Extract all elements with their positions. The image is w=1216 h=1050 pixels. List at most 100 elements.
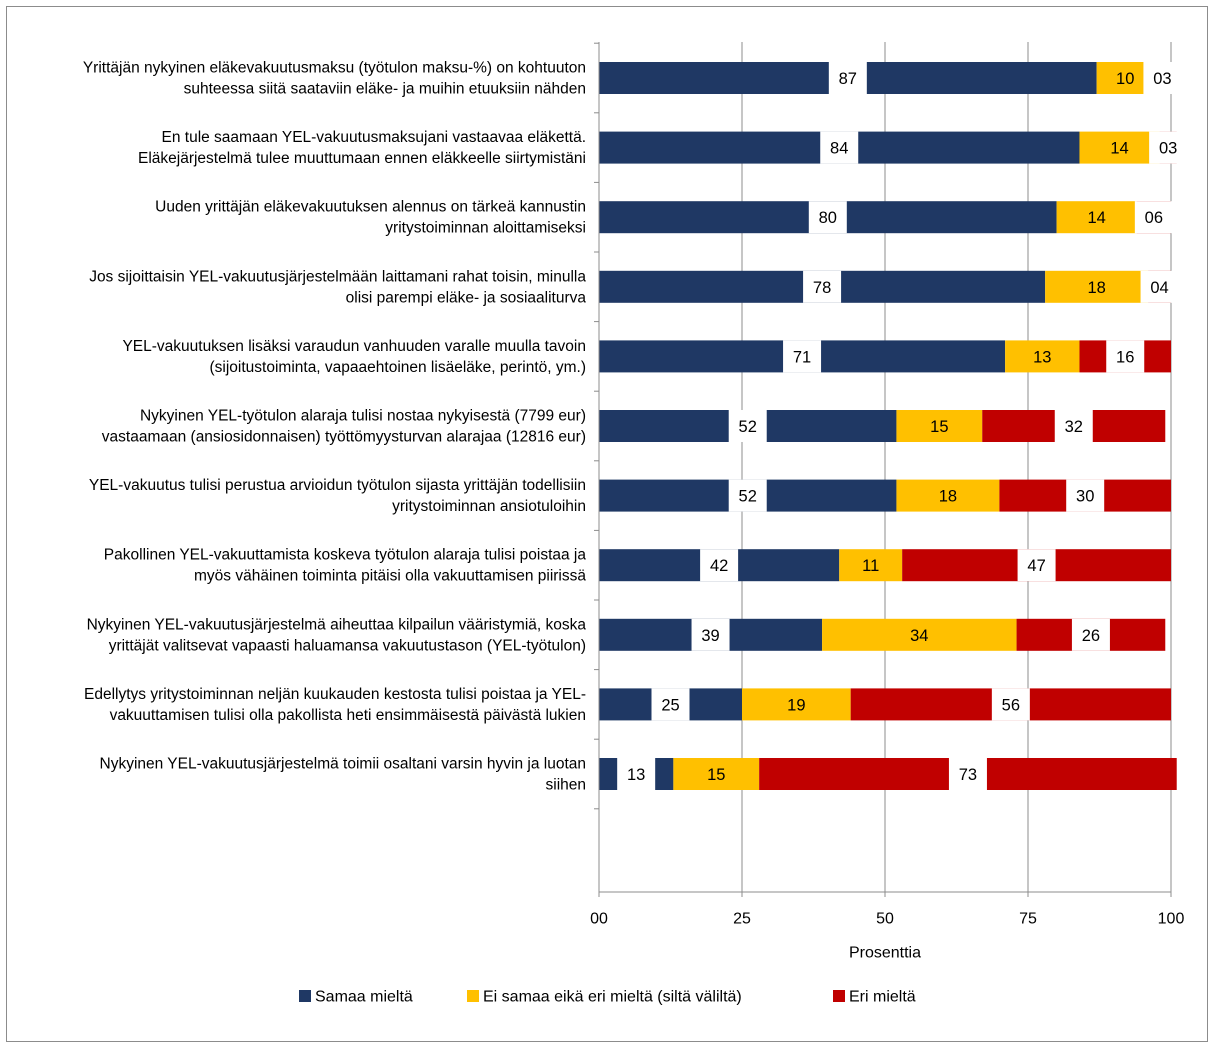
data-label: 84 (830, 140, 848, 158)
data-label-bg (1066, 479, 1105, 512)
data-label-bg (991, 688, 1030, 721)
data-label: 52 (739, 418, 757, 436)
x-axis-title: Prosenttia (849, 945, 921, 962)
category-label: yritystoiminnan aloittamiseksi (385, 220, 586, 237)
data-label: 39 (701, 627, 719, 645)
data-label: 52 (739, 488, 757, 506)
data-label: 03 (1153, 70, 1171, 88)
data-label: 14 (1087, 209, 1105, 227)
legend-swatch (833, 990, 845, 1002)
data-label: 73 (959, 766, 977, 784)
category-label: siihen (546, 777, 587, 794)
chart-frame: 87 10 03 84 14 03 80 14 06 78 18 04 71 13 16 52 15 32 52 18… (6, 6, 1208, 1042)
gridlines (741, 42, 1172, 892)
x-tick-label: 50 (876, 911, 894, 928)
category-label: Nykyinen YEL-vakuutusjärjestelmä aiheutt… (87, 616, 587, 633)
data-label: 19 (787, 696, 805, 714)
data-label-bg (948, 758, 987, 790)
data-label: 26 (1082, 627, 1100, 645)
category-label: vastaamaan (ansiosidonnaisen) työttömyys… (102, 429, 586, 446)
x-tick-label: 25 (733, 911, 751, 928)
category-labels: Yrittäjän nykyinen eläkevakuutusmaksu (t… (83, 60, 587, 794)
data-label: 32 (1065, 418, 1083, 436)
data-label: 87 (839, 70, 857, 88)
data-label: 06 (1145, 209, 1163, 227)
data-labels: 87 10 03 84 14 03 80 14 06 78 18 04 71 13 16 52 15 32 52 18… (617, 62, 1188, 790)
data-label: 15 (930, 418, 948, 436)
bar-ei-samaa-eika-eri (896, 410, 983, 442)
legend-swatch (299, 990, 311, 1002)
category-label: Edellytys yritystoiminnan neljän kuukaud… (84, 686, 586, 703)
data-label: 15 (707, 766, 725, 784)
bar-ei-samaa-eika-eri (1056, 201, 1137, 234)
data-label-bg (803, 270, 842, 303)
category-label: Nykyinen YEL-vakuutusjärjestelmä toimii … (100, 756, 586, 773)
x-tick-label: 00 (590, 911, 608, 928)
data-label: 10 (1116, 70, 1134, 88)
category-label: Pakollinen YEL-vakuuttamista koskeva työ… (104, 547, 587, 564)
data-label-bg (1149, 131, 1188, 164)
bar-ei-samaa-eika-eri (839, 549, 903, 582)
data-label-bg (828, 62, 867, 94)
legend-label: Eri mieltä (849, 989, 916, 1006)
data-label: 04 (1150, 279, 1168, 297)
stacked-bar-chart: 87 10 03 84 14 03 80 14 06 78 18 04 71 13 16 52 15 32 52 18… (83, 42, 1188, 1006)
category-label: Jos sijoittaisin YEL-vakuutusjärjestelmä… (89, 268, 586, 285)
axes: 00 25 50 75 100 Prosenttia (590, 42, 1184, 962)
category-label: yrittäjät valitsevat vapaasti haluamansa… (109, 637, 586, 654)
data-label-bg (1017, 549, 1056, 582)
data-label-bg (1134, 201, 1173, 234)
category-label: suhteessa siitä saataviin eläke- ja muih… (184, 81, 586, 98)
data-label-bg (1143, 62, 1182, 94)
bar-ei-samaa-eika-eri (673, 758, 760, 790)
legend-label: Samaa mieltä (315, 989, 413, 1006)
bar-ei-samaa-eika-eri (1005, 340, 1080, 373)
bar-ei-samaa-eika-eri (742, 688, 851, 721)
category-label: En tule saamaan YEL-vakuutusmaksujani va… (162, 129, 587, 146)
data-label-bg (783, 340, 822, 373)
data-label: 78 (813, 279, 831, 297)
data-label-bg (700, 549, 739, 582)
data-label-bg (617, 758, 656, 790)
category-label: Yrittäjän nykyinen eläkevakuutusmaksu (t… (83, 60, 586, 77)
bar-ei-samaa-eika-eri (896, 479, 1000, 512)
legend-label: Ei samaa eikä eri mieltä (siltä väliltä) (483, 989, 742, 1006)
data-label-bg (808, 201, 847, 234)
data-label-bg (1140, 270, 1179, 303)
category-label: YEL-vakuutus tulisi perustua arvioidun t… (89, 477, 586, 494)
bar-ei-samaa-eika-eri (1079, 131, 1160, 164)
category-label: vakuuttamisen tulisi olla pakollista het… (110, 707, 586, 724)
category-label: (sijoitustoiminta, vapaaehtoinen lisäelä… (210, 359, 587, 376)
data-label-bg (651, 688, 690, 721)
data-label: 18 (939, 488, 957, 506)
data-label: 25 (661, 696, 679, 714)
data-label-bg (1106, 340, 1145, 373)
data-label: 13 (627, 766, 645, 784)
data-label-bg (728, 479, 767, 512)
data-label: 03 (1159, 140, 1177, 158)
data-label: 16 (1116, 348, 1134, 366)
data-label: 80 (819, 209, 837, 227)
category-label: myös vähäinen toiminta pitäisi olla vaku… (194, 568, 586, 585)
category-label: Eläkejärjestelmä tulee muuttumaan ennen … (138, 150, 586, 167)
data-label: 34 (910, 627, 928, 645)
category-label: Uuden yrittäjän eläkevakuutuksen alennus… (155, 199, 586, 216)
data-label-bg (820, 131, 859, 164)
data-label-bg (1071, 618, 1110, 651)
data-label: 42 (710, 557, 728, 575)
data-label: 56 (1002, 696, 1020, 714)
data-label: 13 (1033, 348, 1051, 366)
data-label-bg (728, 410, 767, 442)
data-label: 18 (1087, 279, 1105, 297)
data-label-bg (1054, 410, 1093, 442)
data-label: 71 (793, 348, 811, 366)
bar-ei-samaa-eika-eri (822, 618, 1017, 651)
data-label: 14 (1110, 140, 1128, 158)
category-label: YEL-vakuutuksen lisäksi varaudun vanhuud… (122, 338, 586, 355)
data-label-bg (691, 618, 730, 651)
data-label: 30 (1076, 488, 1094, 506)
bar-ei-samaa-eika-eri (1045, 270, 1149, 303)
category-label: olisi parempi eläke- ja sosiaaliturva (346, 289, 587, 306)
legend-swatch (467, 990, 479, 1002)
data-label: 47 (1027, 557, 1045, 575)
